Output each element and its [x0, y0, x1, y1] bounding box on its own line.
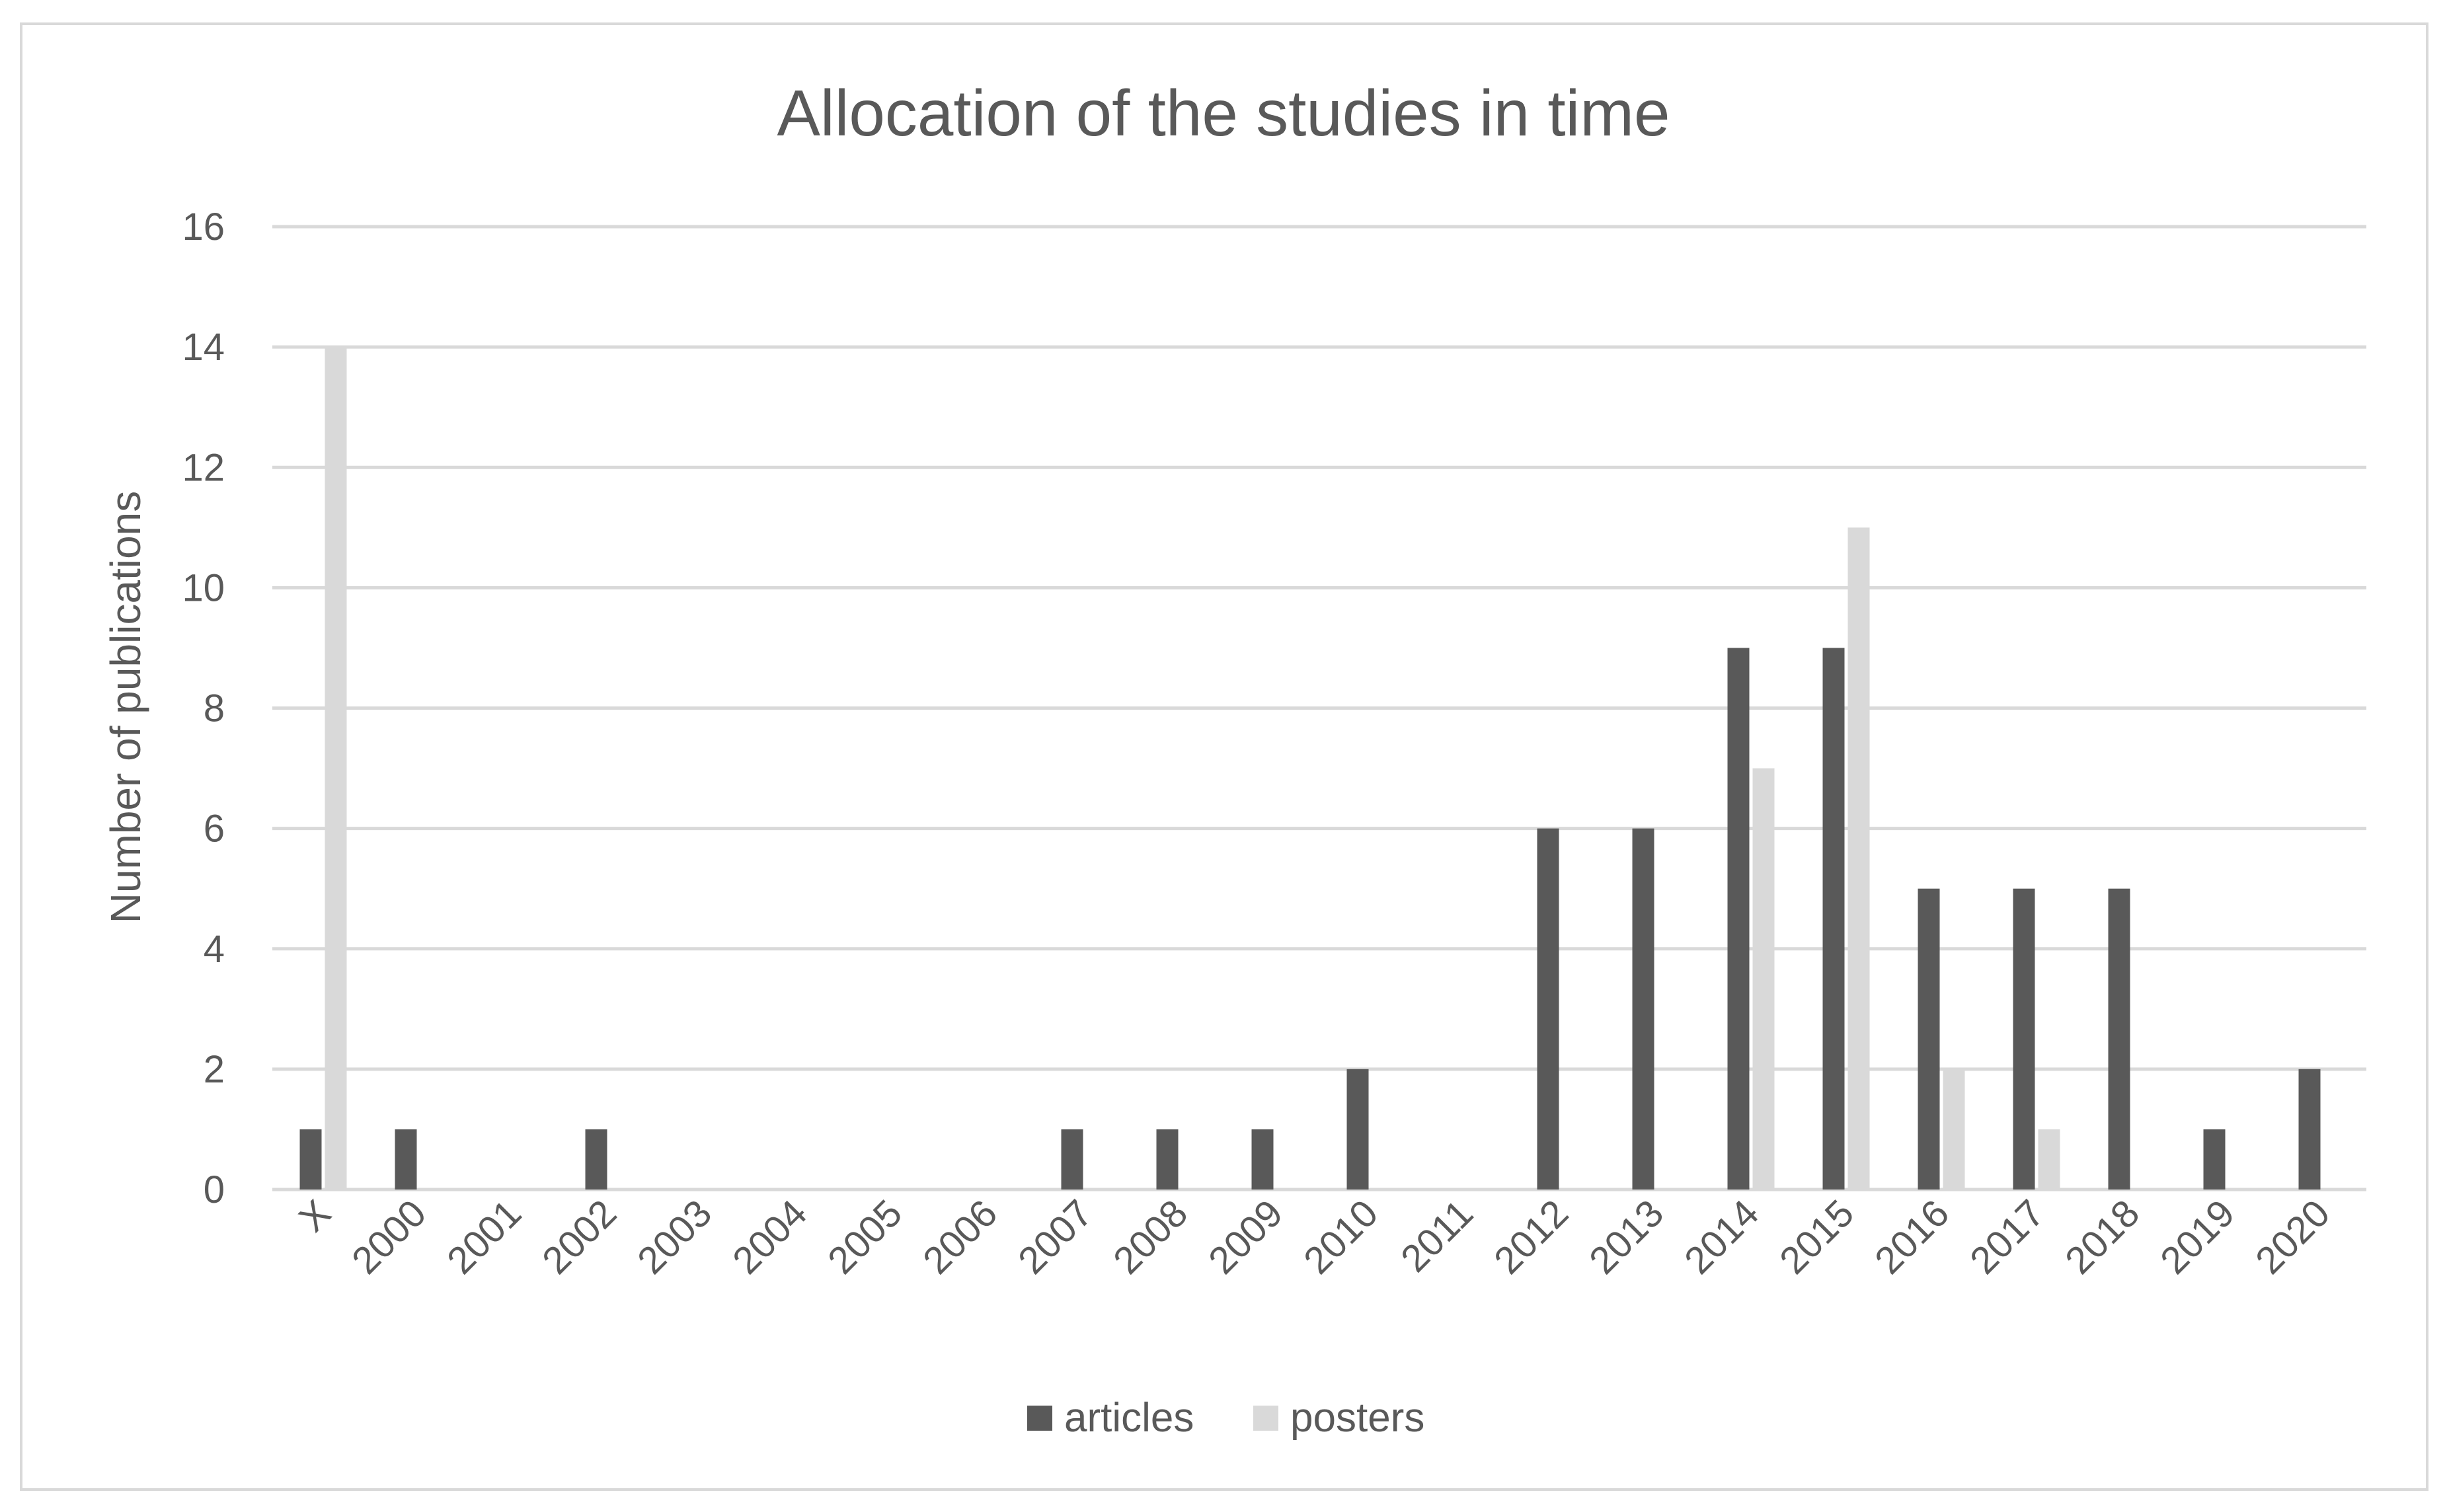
- bar-articles-2020: [2298, 1069, 2321, 1190]
- bar-articles-2012: [1537, 828, 1559, 1190]
- x-tick-label: 2006: [915, 1191, 1005, 1282]
- x-tick-label: 2018: [2057, 1191, 2148, 1282]
- x-tick-label: 2016: [1867, 1191, 1957, 1282]
- bar-articles-2009: [1251, 1129, 1274, 1190]
- y-tick-label: 8: [204, 687, 225, 730]
- x-tick-label: 2005: [820, 1191, 910, 1282]
- x-tick-label: 2015: [1771, 1191, 1862, 1282]
- bar-articles-2010: [1346, 1069, 1369, 1190]
- bar-articles-2018: [2108, 888, 2130, 1190]
- bar-articles-2007: [1061, 1129, 1083, 1190]
- x-tick-label: 2014: [1676, 1191, 1767, 1282]
- legend-swatch-articles: [1027, 1406, 1052, 1431]
- x-tick-label: 2000: [344, 1191, 434, 1282]
- x-tick-label: 2013: [1581, 1191, 1672, 1282]
- legend-swatch-posters: [1253, 1406, 1278, 1431]
- x-tick-label: 2012: [1486, 1191, 1576, 1282]
- bar-articles-2013: [1632, 828, 1654, 1190]
- bar-articles-2014: [1727, 648, 1750, 1190]
- bar-posters-2016: [1943, 1069, 1965, 1190]
- bar-posters-2015: [1847, 527, 1870, 1190]
- x-tick-label: X: [291, 1191, 339, 1240]
- x-tick-label: 2004: [724, 1191, 815, 1282]
- bar-posters-2014: [1752, 768, 1775, 1190]
- y-axis-title: Number of publications: [102, 491, 149, 924]
- bar-articles-2000: [395, 1129, 417, 1190]
- x-tick-label: 2007: [1010, 1191, 1101, 1282]
- chart-title: Allocation of the studies in time: [777, 77, 1670, 149]
- x-tick-label: 2002: [534, 1191, 625, 1282]
- y-tick-label: 12: [182, 446, 225, 489]
- x-tick-label: 2017: [1962, 1191, 2052, 1282]
- x-tick-label: 2001: [439, 1191, 529, 1282]
- x-tick-label: 2011: [1393, 1191, 1481, 1280]
- x-tick-label: 2010: [1296, 1191, 1386, 1282]
- bar-articles-2017: [2013, 888, 2035, 1190]
- x-axis-ticks: X 2000 2001 2002 2003 2004 2005 2006 2007 2008 200…: [291, 1191, 2338, 1282]
- y-tick-label: 6: [204, 808, 225, 850]
- y-tick-label: 14: [182, 326, 225, 369]
- bar-articles-2016: [1918, 888, 1940, 1190]
- bar-posters-X: [325, 347, 347, 1190]
- y-axis-ticks: 0 2 4 6 8 10 12 14 16: [182, 206, 225, 1211]
- y-tick-label: 16: [182, 206, 225, 248]
- x-tick-label: 2019: [2152, 1191, 2243, 1282]
- x-tick-label: 2009: [1200, 1191, 1291, 1282]
- bar-articles-2015: [1822, 648, 1845, 1190]
- y-tick-label: 0: [204, 1168, 225, 1211]
- y-tick-label: 2: [204, 1048, 225, 1091]
- bar-articles-2019: [2203, 1129, 2226, 1190]
- legend: articles posters: [1027, 1395, 1424, 1441]
- x-tick-label: 2003: [629, 1191, 720, 1282]
- x-tick-label: 2008: [1105, 1191, 1196, 1282]
- legend-label-articles: articles: [1064, 1395, 1194, 1441]
- legend-label-posters: posters: [1290, 1395, 1424, 1441]
- bar-posters-2017: [2038, 1129, 2060, 1190]
- y-tick-label: 4: [204, 928, 225, 971]
- x-tick-label: 2020: [2247, 1191, 2338, 1282]
- bar-articles-2008: [1156, 1129, 1179, 1190]
- bar-articles-2002: [585, 1129, 607, 1190]
- bar-articles-X: [299, 1129, 322, 1190]
- gridlines: [272, 225, 2366, 1191]
- chart-area: [20, 22, 2428, 1491]
- y-tick-label: 10: [182, 566, 225, 609]
- bars: [299, 347, 2321, 1190]
